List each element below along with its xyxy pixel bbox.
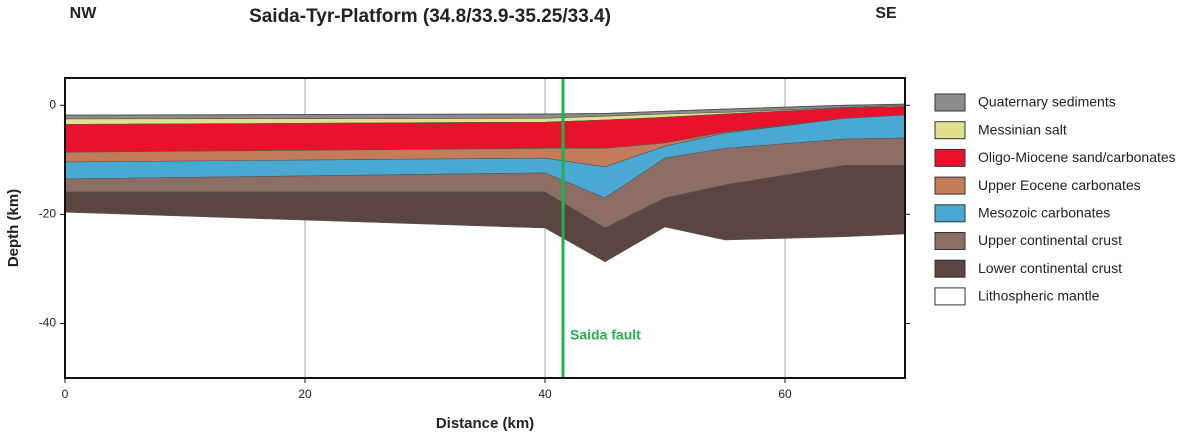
legend-label: Messinian salt bbox=[978, 121, 1067, 137]
x-tick-label: 60 bbox=[778, 387, 792, 401]
direction-label: SE bbox=[875, 5, 897, 22]
annotation: Saida fault bbox=[570, 327, 641, 343]
x-tick-label: 40 bbox=[538, 387, 552, 401]
legend-label: Upper Eocene carbonates bbox=[978, 177, 1141, 193]
legend-swatch bbox=[934, 259, 966, 278]
legend-swatch bbox=[934, 121, 966, 140]
legend-swatch bbox=[934, 176, 966, 195]
y-tick-label: -40 bbox=[39, 316, 57, 330]
surface-line bbox=[64, 103, 906, 116]
legend-label: Upper continental crust bbox=[978, 232, 1122, 248]
legend-swatch bbox=[934, 232, 966, 250]
x-tick-label: 0 bbox=[62, 387, 69, 401]
legend-label: Quaternary sediments bbox=[978, 94, 1116, 110]
legend-label: Lithospheric mantle bbox=[978, 288, 1100, 304]
x-axis-label: Distance (km) bbox=[436, 415, 534, 432]
y-tick-label: -20 bbox=[39, 207, 57, 221]
legend-label: Oligo-Miocene sand/carbonates bbox=[978, 149, 1176, 165]
legend-swatch bbox=[934, 148, 966, 167]
direction-label: NW bbox=[70, 5, 98, 22]
plot-frame bbox=[64, 77, 906, 379]
legend-label: Lower continental crust bbox=[978, 260, 1122, 276]
chart-title: Saida-Tyr-Platform (34.8/33.9-35.25/33.4… bbox=[249, 6, 611, 27]
legend-label: Mesozoic carbonates bbox=[978, 205, 1110, 221]
legend-swatch bbox=[934, 287, 966, 306]
y-axis-label: Depth (km) bbox=[5, 189, 22, 267]
legend-swatch bbox=[934, 204, 966, 223]
x-tick-label: 20 bbox=[298, 387, 312, 401]
y-tick-label: 0 bbox=[49, 97, 56, 111]
legend-swatch bbox=[934, 93, 966, 112]
